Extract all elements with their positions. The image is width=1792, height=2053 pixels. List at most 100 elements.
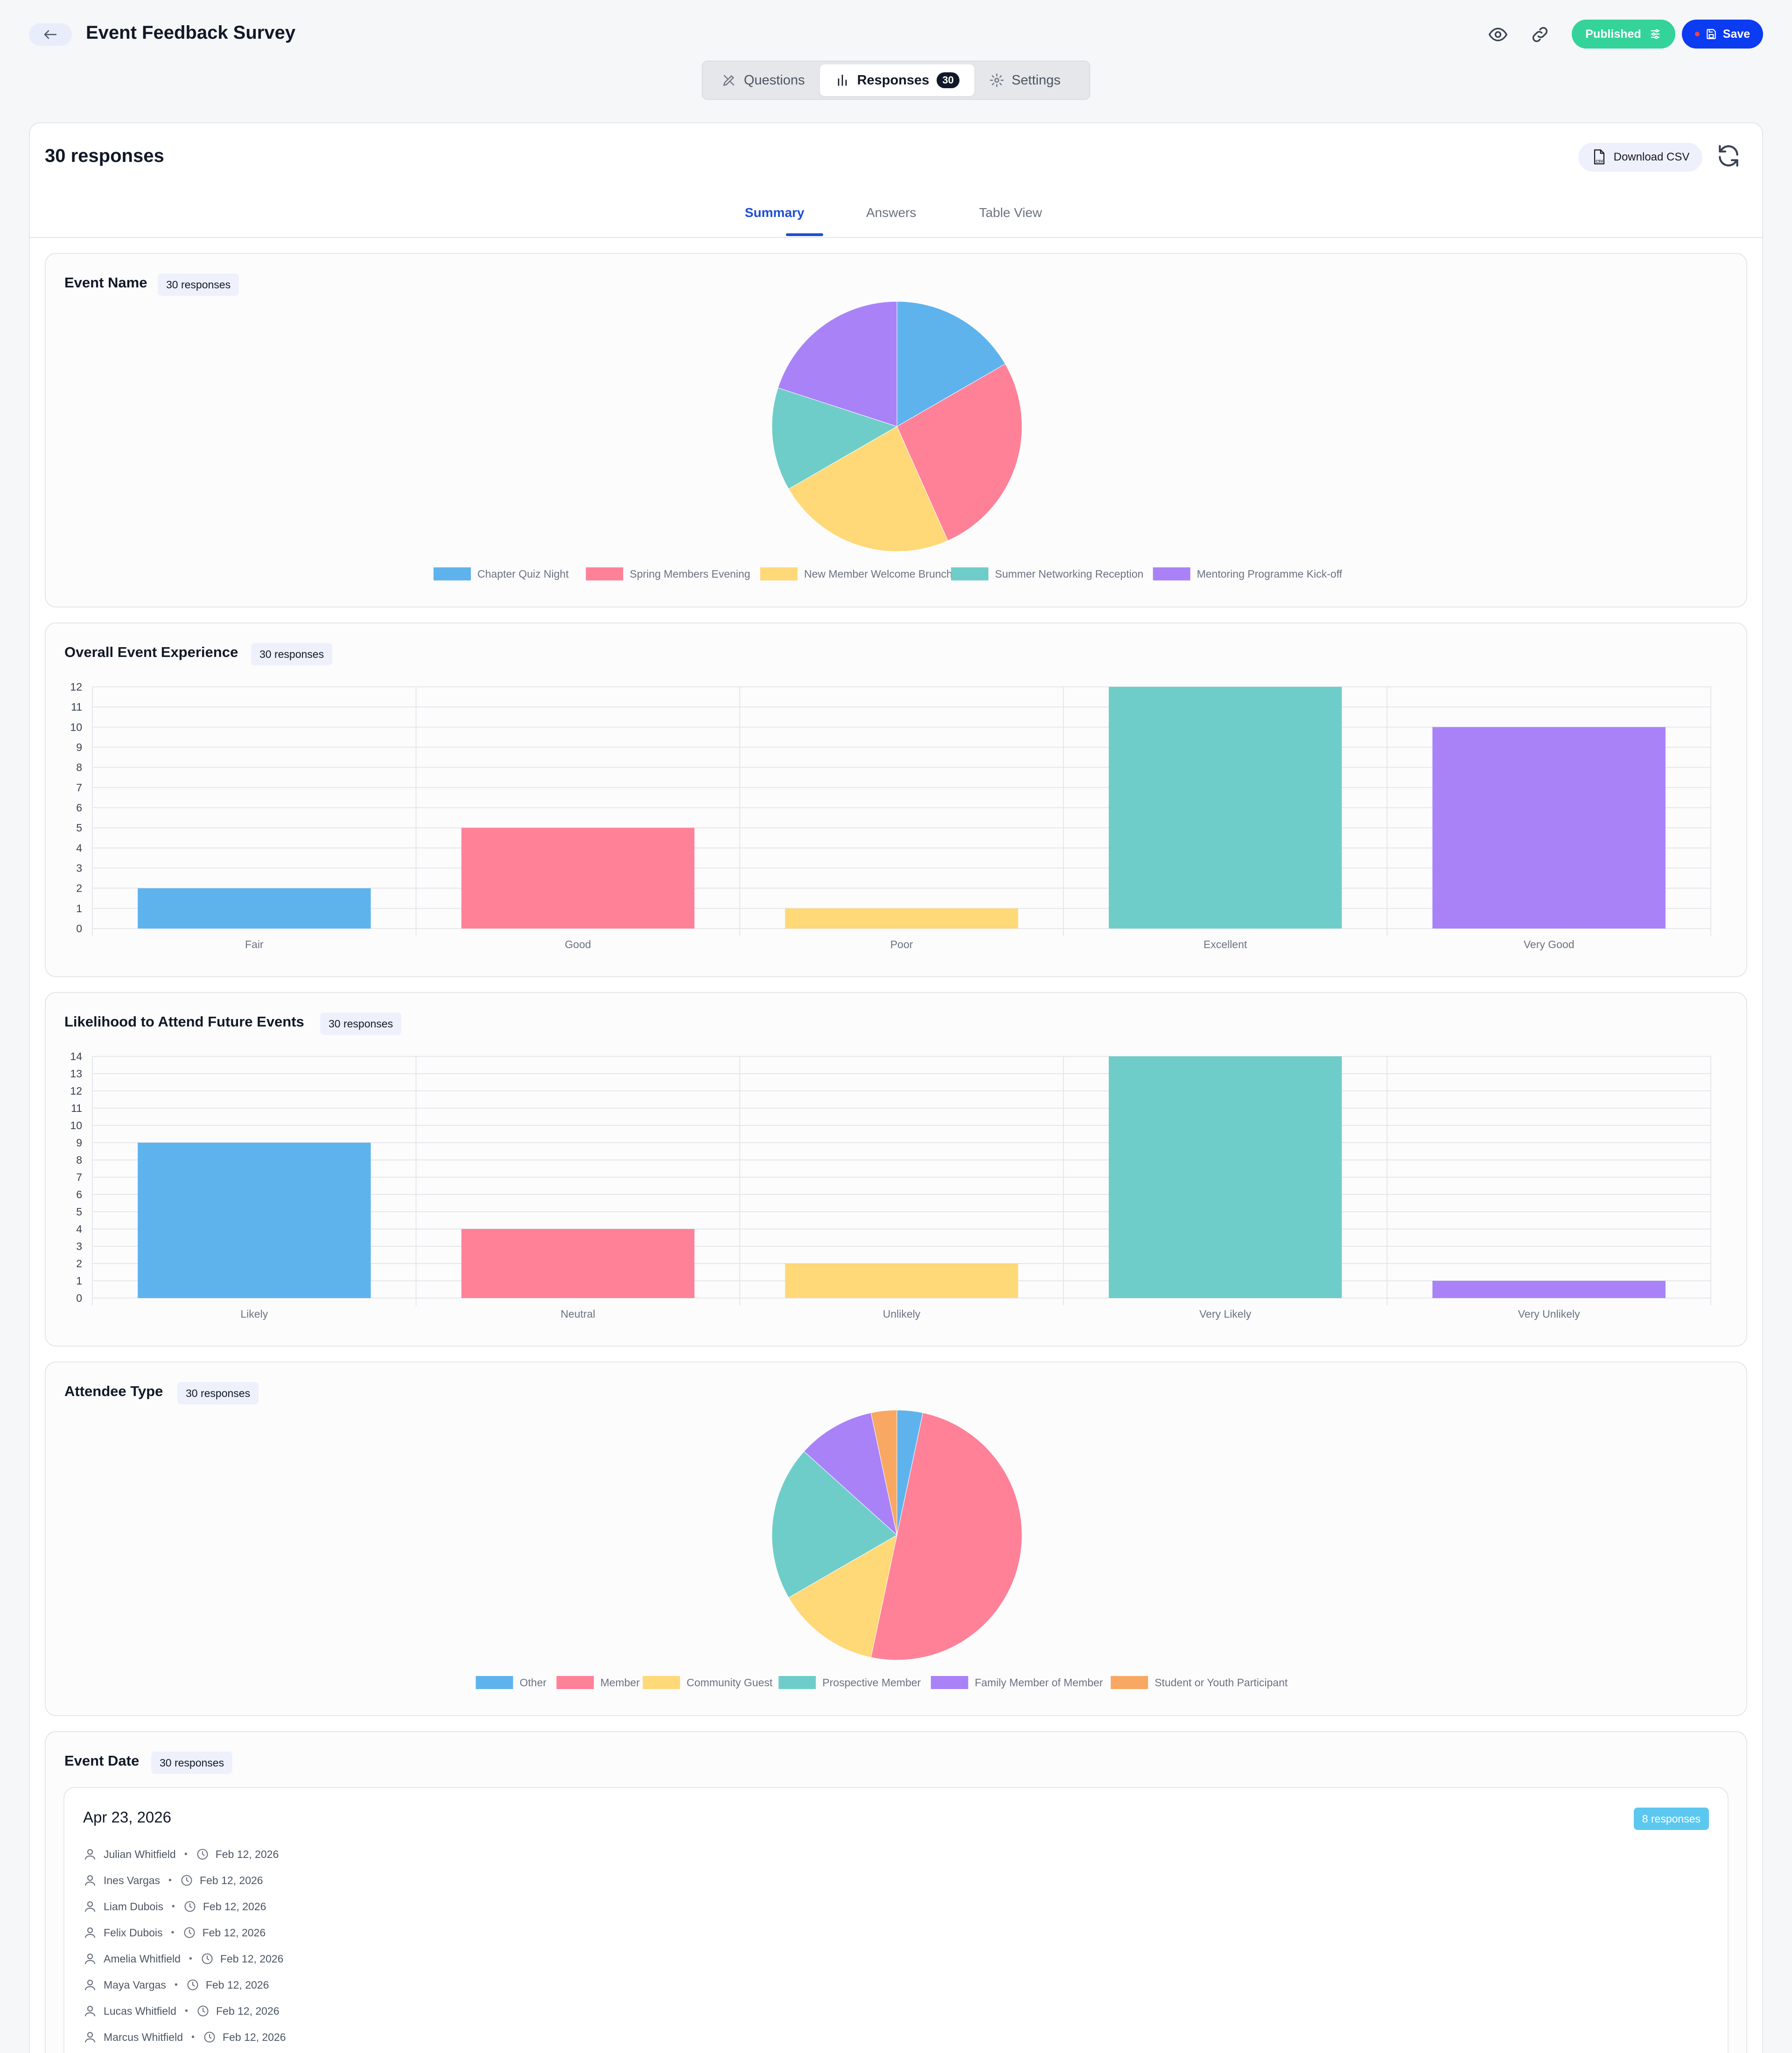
x-category-label: Unlikely xyxy=(883,1308,921,1320)
question-response-badge: 30 responses xyxy=(158,273,239,296)
share-link-button[interactable] xyxy=(1527,21,1553,48)
response-row[interactable]: Julian Whitfield • Feb 12, 2026 xyxy=(83,1845,279,1864)
refresh-button[interactable] xyxy=(1715,143,1742,171)
eye-icon xyxy=(1488,28,1508,42)
legend-label[interactable]: New Member Welcome Brunch xyxy=(804,568,952,580)
bar[interactable] xyxy=(461,1229,695,1298)
tab-questions-label: Questions xyxy=(744,72,805,88)
tab-responses[interactable]: Responses 30 xyxy=(819,64,974,96)
legend-swatch xyxy=(643,1676,680,1689)
preview-button[interactable] xyxy=(1485,21,1511,48)
legend-label[interactable]: Mentoring Programme Kick-off xyxy=(1197,568,1343,580)
respondent-name: Amelia Whitfield xyxy=(104,1952,181,1965)
y-tick-label: 8 xyxy=(76,761,82,774)
response-time: Feb 12, 2026 xyxy=(216,2004,280,2017)
response-row[interactable]: Liam Dubois • Feb 12, 2026 xyxy=(83,1897,266,1916)
published-button[interactable]: Published xyxy=(1572,20,1675,49)
y-tick-label: 10 xyxy=(70,721,82,733)
y-tick-label: 0 xyxy=(76,1292,82,1304)
subtab-answers[interactable]: Answers xyxy=(866,205,917,220)
separator-dot: • xyxy=(184,2005,188,2016)
x-category-label: Likely xyxy=(240,1308,268,1320)
pie-slice[interactable] xyxy=(870,1410,897,1536)
response-row[interactable]: Felix Dubois • Feb 12, 2026 xyxy=(83,1923,266,1942)
pie-slice[interactable] xyxy=(777,301,897,427)
legend-swatch xyxy=(931,1676,968,1689)
pie-slice[interactable] xyxy=(771,387,898,489)
bar[interactable] xyxy=(138,888,371,929)
question-response-badge: 30 responses xyxy=(177,1382,259,1404)
save-button[interactable]: Save xyxy=(1682,20,1763,49)
clock-icon xyxy=(204,2032,215,2043)
legend-label[interactable]: Student or Youth Participant xyxy=(1155,1676,1288,1689)
svg-text:CSV: CSV xyxy=(1596,159,1603,163)
response-row[interactable]: Amelia Whitfield • Feb 12, 2026 xyxy=(83,1949,283,1968)
respondent-name: Ines Vargas xyxy=(104,1874,161,1886)
pie-slice[interactable] xyxy=(771,1451,897,1598)
subtab-table-view[interactable]: Table View xyxy=(979,205,1042,220)
respondent-name: Julian Whitfield xyxy=(104,1848,176,1860)
event-name-pie-chart: Chapter Quiz Night Spring Members Evening… xyxy=(434,301,1343,580)
bar[interactable] xyxy=(1432,727,1666,929)
y-tick-label: 9 xyxy=(76,741,82,754)
response-row[interactable]: Lucas Whitfield • Feb 12, 2026 xyxy=(83,2002,280,2020)
subtab-summary[interactable]: Summary xyxy=(745,205,805,220)
bar[interactable] xyxy=(1108,687,1342,929)
x-category-label: Very Good xyxy=(1524,938,1575,950)
response-time: Feb 12, 2026 xyxy=(200,1874,263,1886)
legend-label[interactable]: Family Member of Member xyxy=(975,1676,1103,1689)
y-tick-label: 7 xyxy=(76,782,82,794)
legend-label[interactable]: Other xyxy=(520,1676,547,1689)
legend-label[interactable]: Chapter Quiz Night xyxy=(477,568,569,580)
response-row[interactable]: Marcus Whitfield • Feb 12, 2026 xyxy=(83,2028,286,2046)
legend-label[interactable]: Prospective Member xyxy=(822,1676,921,1689)
separator-dot: • xyxy=(174,1979,178,1990)
y-tick-label: 1 xyxy=(76,902,82,915)
pie-slice[interactable] xyxy=(804,1412,897,1536)
question-title: Overall Event Experience xyxy=(64,644,238,660)
legend-swatch xyxy=(476,1676,513,1689)
bar[interactable] xyxy=(785,908,1018,929)
response-row[interactable]: Ines Vargas • Feb 12, 2026 xyxy=(83,1871,263,1890)
bar[interactable] xyxy=(785,1264,1018,1298)
response-time: Feb 12, 2026 xyxy=(203,1900,266,1913)
user-icon xyxy=(84,1953,96,1964)
page-title: Event Feedback Survey xyxy=(86,22,296,43)
bar[interactable] xyxy=(1108,1056,1342,1298)
question-card-overall-experience: Overall Event Experience 30 responses 0 1… xyxy=(45,622,1747,977)
bar-chart-icon xyxy=(838,75,847,86)
legend-label[interactable]: Community Guest xyxy=(686,1676,773,1689)
user-icon xyxy=(84,2032,96,2043)
user-icon xyxy=(84,1979,96,1990)
clock-icon xyxy=(197,2005,209,2017)
tab-questions[interactable]: Questions xyxy=(707,64,820,96)
download-csv-button[interactable]: CSV Download CSV xyxy=(1578,143,1702,172)
pie-slice[interactable] xyxy=(870,1412,1022,1661)
y-tick-label: 10 xyxy=(70,1119,82,1131)
legend-label[interactable]: Summer Networking Reception xyxy=(995,568,1143,580)
pie-slice[interactable] xyxy=(788,426,948,552)
date-group-badge: 8 responses xyxy=(1633,1808,1709,1830)
legend-swatch xyxy=(778,1676,816,1689)
clock-icon xyxy=(181,1875,192,1886)
back-button[interactable] xyxy=(29,23,72,46)
y-tick-label: 2 xyxy=(76,1257,82,1270)
legend-swatch xyxy=(556,1676,594,1689)
date-group-card: Apr 23, 2026 8 responses Julian Whitfiel… xyxy=(63,1787,1729,2053)
legend-label[interactable]: Spring Members Evening xyxy=(630,568,750,580)
pie-slice[interactable] xyxy=(788,1535,897,1658)
tab-settings[interactable]: Settings xyxy=(974,64,1076,96)
pie-slice[interactable] xyxy=(896,301,1006,427)
y-tick-label: 3 xyxy=(76,862,82,874)
bar[interactable] xyxy=(138,1143,371,1298)
legend-label[interactable]: Member xyxy=(601,1676,640,1689)
bar[interactable] xyxy=(1432,1281,1666,1298)
response-time: Feb 12, 2026 xyxy=(202,1926,266,1939)
question-title: Likelihood to Attend Future Events xyxy=(64,1013,304,1030)
x-category-label: Excellent xyxy=(1204,938,1247,950)
response-row[interactable]: Maya Vargas • Feb 12, 2026 xyxy=(83,1976,269,1994)
y-tick-label: 11 xyxy=(71,1102,82,1114)
response-time: Feb 12, 2026 xyxy=(220,1952,284,1965)
separator-dot: • xyxy=(171,1901,175,1912)
bar[interactable] xyxy=(461,828,695,929)
